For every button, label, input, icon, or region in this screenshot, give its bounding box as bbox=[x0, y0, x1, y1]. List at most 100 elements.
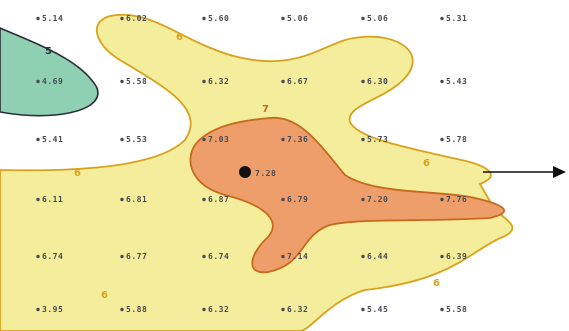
station-value: 7.14 bbox=[287, 252, 308, 261]
station-value: 6.79 bbox=[287, 195, 308, 204]
station-marker bbox=[281, 79, 285, 84]
station-value: 5.58 bbox=[126, 77, 147, 86]
station-5-0[interactable]: 3.95 bbox=[36, 305, 63, 314]
station-4-2[interactable]: 6.74 bbox=[202, 252, 229, 261]
station-1-3[interactable]: 6.67 bbox=[281, 77, 308, 86]
station-value: 6.02 bbox=[126, 14, 147, 23]
station-value: 7.36 bbox=[287, 135, 308, 144]
station-marker bbox=[36, 16, 40, 21]
station-marker bbox=[36, 197, 40, 202]
svg-text:6: 6 bbox=[74, 168, 81, 179]
station-marker bbox=[120, 254, 124, 259]
station-value: 5.53 bbox=[126, 135, 147, 144]
station-marker bbox=[361, 307, 365, 312]
station-value: 5.45 bbox=[367, 305, 388, 314]
station-value: 5.88 bbox=[126, 305, 147, 314]
svg-text:6: 6 bbox=[101, 290, 108, 301]
station-marker bbox=[361, 137, 365, 142]
interpolated-point-value: 7.28 bbox=[255, 169, 276, 178]
station-marker bbox=[202, 79, 206, 84]
station-marker bbox=[36, 137, 40, 142]
station-2-5[interactable]: 5.78 bbox=[440, 135, 467, 144]
contour-labels-6: 6 6 6 6 6 bbox=[74, 32, 440, 301]
station-0-3[interactable]: 5.06 bbox=[281, 14, 308, 23]
station-value: 5.06 bbox=[287, 14, 308, 23]
station-3-5[interactable]: 7.76 bbox=[440, 195, 467, 204]
station-value: 5.60 bbox=[208, 14, 229, 23]
station-2-1[interactable]: 5.53 bbox=[120, 135, 147, 144]
station-0-5[interactable]: 5.31 bbox=[440, 14, 467, 23]
station-1-2[interactable]: 6.32 bbox=[202, 77, 229, 86]
station-marker bbox=[202, 307, 206, 312]
arrow-right-icon bbox=[483, 166, 566, 178]
station-value: 6.87 bbox=[208, 195, 229, 204]
station-value: 6.39 bbox=[446, 252, 467, 261]
station-marker bbox=[202, 254, 206, 259]
station-value: 5.41 bbox=[42, 135, 63, 144]
station-value: 6.81 bbox=[126, 195, 147, 204]
station-value: 7.20 bbox=[367, 195, 388, 204]
station-4-1[interactable]: 6.77 bbox=[120, 252, 147, 261]
station-value: 3.95 bbox=[42, 305, 63, 314]
station-5-2[interactable]: 6.32 bbox=[202, 305, 229, 314]
station-marker bbox=[281, 254, 285, 259]
contour-zone-5 bbox=[0, 27, 99, 117]
station-marker bbox=[202, 197, 206, 202]
station-2-4[interactable]: 5.73 bbox=[361, 135, 388, 144]
station-3-1[interactable]: 6.81 bbox=[120, 195, 147, 204]
station-value: 5.31 bbox=[446, 14, 467, 23]
station-2-2[interactable]: 7.03 bbox=[202, 135, 229, 144]
station-0-4[interactable]: 5.06 bbox=[361, 14, 388, 23]
interpolated-point-marker[interactable] bbox=[239, 166, 251, 178]
station-5-3[interactable]: 6.32 bbox=[281, 305, 308, 314]
station-3-4[interactable]: 7.20 bbox=[361, 195, 388, 204]
station-3-0[interactable]: 6.11 bbox=[36, 195, 63, 204]
station-2-0[interactable]: 5.41 bbox=[36, 135, 63, 144]
station-4-3[interactable]: 7.14 bbox=[281, 252, 308, 261]
station-marker bbox=[361, 254, 365, 259]
station-marker bbox=[281, 307, 285, 312]
station-value: 6.32 bbox=[287, 305, 308, 314]
station-marker bbox=[36, 79, 40, 84]
station-marker bbox=[120, 307, 124, 312]
station-4-0[interactable]: 6.74 bbox=[36, 252, 63, 261]
station-marker bbox=[36, 254, 40, 259]
station-marker bbox=[202, 137, 206, 142]
station-value: 5.14 bbox=[42, 14, 63, 23]
station-1-1[interactable]: 5.58 bbox=[120, 77, 147, 86]
station-value: 6.67 bbox=[287, 77, 308, 86]
station-marker bbox=[120, 137, 124, 142]
station-2-3[interactable]: 7.36 bbox=[281, 135, 308, 144]
station-5-4[interactable]: 5.45 bbox=[361, 305, 388, 314]
svg-text:5: 5 bbox=[45, 46, 52, 57]
station-value: 6.77 bbox=[126, 252, 147, 261]
station-1-0[interactable]: 4.69 bbox=[36, 77, 63, 86]
station-marker bbox=[281, 137, 285, 142]
station-value: 6.32 bbox=[208, 305, 229, 314]
svg-text:6: 6 bbox=[423, 158, 430, 169]
station-value: 6.74 bbox=[208, 252, 229, 261]
station-3-3[interactable]: 6.79 bbox=[281, 195, 308, 204]
station-marker bbox=[440, 254, 444, 259]
station-marker bbox=[202, 16, 206, 21]
station-marker bbox=[361, 79, 365, 84]
station-1-5[interactable]: 5.43 bbox=[440, 77, 467, 86]
station-value: 5.73 bbox=[367, 135, 388, 144]
station-marker bbox=[120, 16, 124, 21]
station-value: 6.32 bbox=[208, 77, 229, 86]
station-1-4[interactable]: 6.30 bbox=[361, 77, 388, 86]
station-value: 5.78 bbox=[446, 135, 467, 144]
station-0-1[interactable]: 6.02 bbox=[120, 14, 147, 23]
station-5-1[interactable]: 5.88 bbox=[120, 305, 147, 314]
station-marker bbox=[120, 79, 124, 84]
station-3-2[interactable]: 6.87 bbox=[202, 195, 229, 204]
station-0-0[interactable]: 5.14 bbox=[36, 14, 63, 23]
station-marker bbox=[361, 16, 365, 21]
station-4-5[interactable]: 6.39 bbox=[440, 252, 467, 261]
svg-text:6: 6 bbox=[433, 278, 440, 289]
svg-text:6: 6 bbox=[176, 32, 183, 43]
station-4-4[interactable]: 6.44 bbox=[361, 252, 388, 261]
station-5-5[interactable]: 5.58 bbox=[440, 305, 467, 314]
station-0-2[interactable]: 5.60 bbox=[202, 14, 229, 23]
